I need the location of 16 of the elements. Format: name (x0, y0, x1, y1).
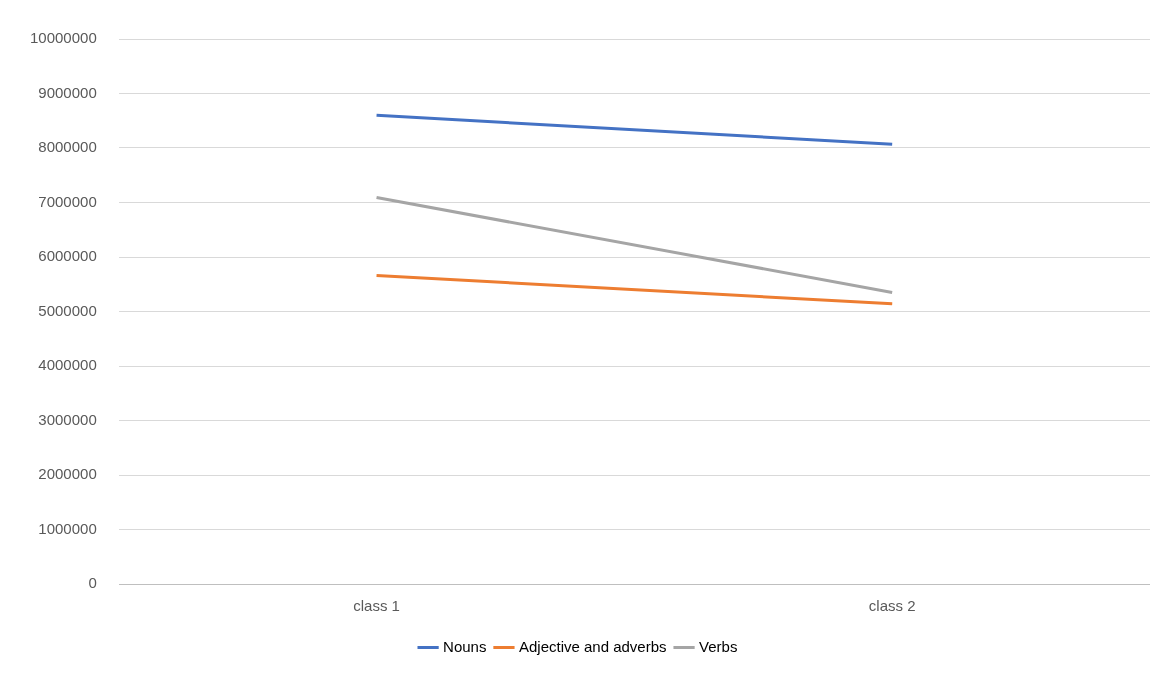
y-tick-label: 0 (88, 574, 97, 592)
y-tick-label: 6000000 (38, 247, 97, 265)
y-tick-label: 5000000 (38, 301, 97, 319)
legend-label: Nouns (443, 637, 487, 655)
y-tick-label: 9000000 (38, 83, 97, 101)
y-tick-label: 8000000 (38, 138, 97, 156)
y-tick-label: 1000000 (38, 519, 97, 537)
y-tick-label: 2000000 (38, 465, 97, 483)
x-tick-label: class 1 (353, 597, 400, 615)
legend-label: Verbs (699, 637, 738, 655)
y-tick-label: 10000000 (29, 29, 97, 47)
y-tick-label: 3000000 (38, 410, 97, 428)
y-tick-label: 4000000 (38, 356, 97, 374)
legend-label: Adjective and adverbs (518, 637, 667, 655)
y-tick-label: 7000000 (38, 192, 97, 210)
x-tick-label: class 2 (868, 597, 916, 615)
